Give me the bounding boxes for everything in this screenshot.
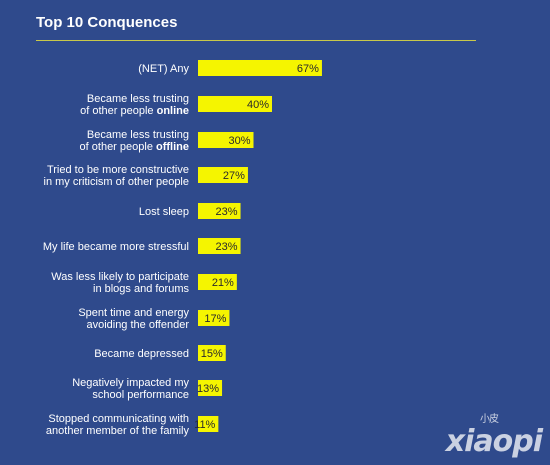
bar-value-label: 40% <box>247 99 269 111</box>
bar-value-label: 17% <box>204 313 226 325</box>
bar <box>198 132 254 148</box>
bar-value-label: 67% <box>297 63 319 75</box>
bar-value-label: 23% <box>216 206 238 218</box>
category-label: Was less likely to participate in blogs a… <box>51 271 189 295</box>
chart-title: Top 10 Conquences <box>36 14 178 31</box>
bar <box>198 310 230 326</box>
watermark-text: xiaopi <box>445 424 543 459</box>
title-divider <box>36 40 476 41</box>
category-label: Spent time and energy avoiding the offend… <box>78 307 189 331</box>
bar <box>198 96 272 112</box>
bar-value-label: 11% <box>194 419 215 431</box>
bar <box>198 274 237 290</box>
category-label: Tried to be more constructive in my criti… <box>44 164 190 188</box>
category-label: Became depressed <box>94 348 189 360</box>
bar-value-label: 21% <box>212 277 234 289</box>
bar <box>198 345 226 361</box>
bar <box>198 416 219 432</box>
bar-value-label: 23% <box>216 241 238 253</box>
category-label: Negatively impacted my school performance <box>72 377 189 401</box>
category-label: Became less trusting of other people onli… <box>80 93 189 117</box>
category-label: Stopped communicating with another member… <box>46 413 190 437</box>
watermark-small-text: 小皮 <box>480 414 499 425</box>
watermark-logo: 小皮 xiaopi <box>445 414 543 459</box>
bar <box>198 60 322 76</box>
category-label: My life became more stressful <box>43 241 189 253</box>
bar-value-label: 30% <box>228 135 250 147</box>
bar-value-label: 27% <box>223 170 245 182</box>
bar-value-label: 13% <box>197 383 219 395</box>
bar <box>198 167 248 183</box>
bar-value-label: 15% <box>201 348 223 360</box>
category-label: (NET) Any <box>138 63 189 75</box>
category-label: Lost sleep <box>139 206 189 218</box>
bar <box>198 380 223 396</box>
category-label: Became less trusting of other people offl… <box>80 129 189 153</box>
bar <box>198 203 241 219</box>
bar <box>198 238 241 254</box>
